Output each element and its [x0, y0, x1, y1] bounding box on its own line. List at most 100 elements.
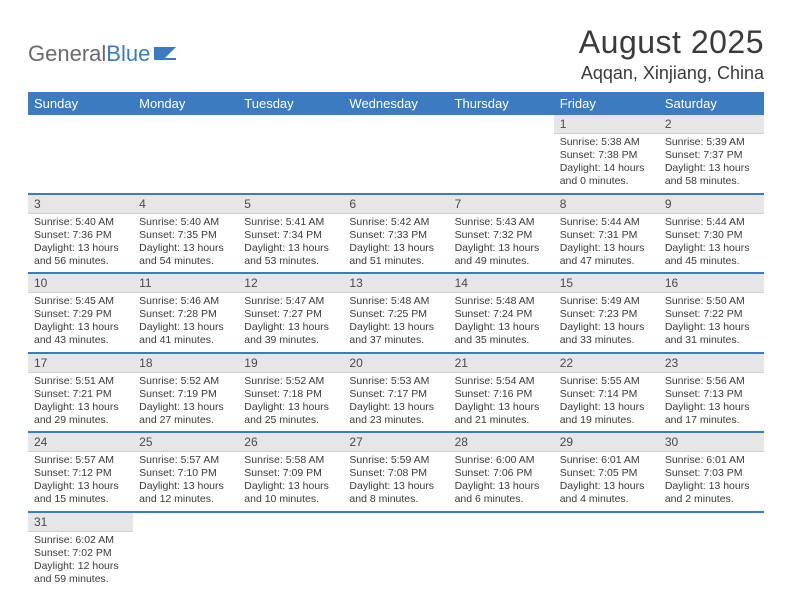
day-details: Sunrise: 5:47 AMSunset: 7:27 PMDaylight:…: [238, 293, 343, 352]
day-cell: 8Sunrise: 5:44 AMSunset: 7:31 PMDaylight…: [554, 194, 659, 274]
weekday-header: Saturday: [659, 92, 764, 115]
day-number: 11: [133, 274, 238, 293]
day-number: 31: [28, 513, 133, 532]
day-details: Sunrise: 5:55 AMSunset: 7:14 PMDaylight:…: [554, 373, 659, 432]
day-cell: ..: [28, 115, 133, 194]
day-number: 28: [449, 433, 554, 452]
logo-flag-icon: [154, 45, 178, 61]
day-number: 13: [343, 274, 448, 293]
day-number: 25: [133, 433, 238, 452]
day-details: Sunrise: 5:44 AMSunset: 7:30 PMDaylight:…: [659, 214, 764, 273]
day-details: Sunrise: 5:38 AMSunset: 7:38 PMDaylight:…: [554, 134, 659, 193]
day-cell: 30Sunrise: 6:01 AMSunset: 7:03 PMDayligh…: [659, 432, 764, 512]
day-details: Sunrise: 5:56 AMSunset: 7:13 PMDaylight:…: [659, 373, 764, 432]
day-cell: 24Sunrise: 5:57 AMSunset: 7:12 PMDayligh…: [28, 432, 133, 512]
location-text: Aqqan, Xinjiang, China: [579, 63, 764, 84]
day-details: Sunrise: 5:40 AMSunset: 7:36 PMDaylight:…: [28, 214, 133, 273]
header: GeneralBlue August 2025 Aqqan, Xinjiang,…: [28, 24, 764, 84]
logo-text-2: Blue: [106, 41, 150, 67]
day-cell: 25Sunrise: 5:57 AMSunset: 7:10 PMDayligh…: [133, 432, 238, 512]
day-number: 7: [449, 195, 554, 214]
day-cell: ..: [554, 512, 659, 591]
week-row: ..........1Sunrise: 5:38 AMSunset: 7:38 …: [28, 115, 764, 194]
day-number: 22: [554, 354, 659, 373]
day-details: Sunrise: 5:50 AMSunset: 7:22 PMDaylight:…: [659, 293, 764, 352]
day-details: Sunrise: 5:54 AMSunset: 7:16 PMDaylight:…: [449, 373, 554, 432]
day-details: Sunrise: 5:39 AMSunset: 7:37 PMDaylight:…: [659, 134, 764, 193]
day-details: Sunrise: 5:57 AMSunset: 7:10 PMDaylight:…: [133, 452, 238, 511]
day-details: Sunrise: 5:52 AMSunset: 7:18 PMDaylight:…: [238, 373, 343, 432]
day-number: 16: [659, 274, 764, 293]
day-details: Sunrise: 5:48 AMSunset: 7:24 PMDaylight:…: [449, 293, 554, 352]
day-details: Sunrise: 5:40 AMSunset: 7:35 PMDaylight:…: [133, 214, 238, 273]
day-cell: 20Sunrise: 5:53 AMSunset: 7:17 PMDayligh…: [343, 353, 448, 433]
day-number: 14: [449, 274, 554, 293]
day-cell: ..: [343, 115, 448, 194]
weekday-header: Tuesday: [238, 92, 343, 115]
day-number: 26: [238, 433, 343, 452]
day-cell: 3Sunrise: 5:40 AMSunset: 7:36 PMDaylight…: [28, 194, 133, 274]
day-details: Sunrise: 5:51 AMSunset: 7:21 PMDaylight:…: [28, 373, 133, 432]
day-cell: 26Sunrise: 5:58 AMSunset: 7:09 PMDayligh…: [238, 432, 343, 512]
day-cell: 13Sunrise: 5:48 AMSunset: 7:25 PMDayligh…: [343, 273, 448, 353]
day-details: Sunrise: 6:01 AMSunset: 7:05 PMDaylight:…: [554, 452, 659, 511]
day-cell: 1Sunrise: 5:38 AMSunset: 7:38 PMDaylight…: [554, 115, 659, 194]
day-details: Sunrise: 5:52 AMSunset: 7:19 PMDaylight:…: [133, 373, 238, 432]
day-number: 10: [28, 274, 133, 293]
day-cell: 2Sunrise: 5:39 AMSunset: 7:37 PMDaylight…: [659, 115, 764, 194]
day-cell: 21Sunrise: 5:54 AMSunset: 7:16 PMDayligh…: [449, 353, 554, 433]
day-number: 12: [238, 274, 343, 293]
title-block: August 2025 Aqqan, Xinjiang, China: [579, 24, 764, 84]
day-cell: 10Sunrise: 5:45 AMSunset: 7:29 PMDayligh…: [28, 273, 133, 353]
day-cell: ..: [133, 512, 238, 591]
day-details: Sunrise: 6:01 AMSunset: 7:03 PMDaylight:…: [659, 452, 764, 511]
day-details: Sunrise: 6:00 AMSunset: 7:06 PMDaylight:…: [449, 452, 554, 511]
day-details: Sunrise: 5:45 AMSunset: 7:29 PMDaylight:…: [28, 293, 133, 352]
day-cell: 22Sunrise: 5:55 AMSunset: 7:14 PMDayligh…: [554, 353, 659, 433]
calendar-table: Sunday Monday Tuesday Wednesday Thursday…: [28, 92, 764, 590]
day-cell: 16Sunrise: 5:50 AMSunset: 7:22 PMDayligh…: [659, 273, 764, 353]
day-number: 8: [554, 195, 659, 214]
day-number: 18: [133, 354, 238, 373]
day-cell: 27Sunrise: 5:59 AMSunset: 7:08 PMDayligh…: [343, 432, 448, 512]
day-cell: 5Sunrise: 5:41 AMSunset: 7:34 PMDaylight…: [238, 194, 343, 274]
day-cell: 7Sunrise: 5:43 AMSunset: 7:32 PMDaylight…: [449, 194, 554, 274]
day-details: Sunrise: 5:46 AMSunset: 7:28 PMDaylight:…: [133, 293, 238, 352]
day-cell: 28Sunrise: 6:00 AMSunset: 7:06 PMDayligh…: [449, 432, 554, 512]
week-row: 10Sunrise: 5:45 AMSunset: 7:29 PMDayligh…: [28, 273, 764, 353]
week-row: 31Sunrise: 6:02 AMSunset: 7:02 PMDayligh…: [28, 512, 764, 591]
day-details: Sunrise: 5:53 AMSunset: 7:17 PMDaylight:…: [343, 373, 448, 432]
day-cell: 14Sunrise: 5:48 AMSunset: 7:24 PMDayligh…: [449, 273, 554, 353]
weekday-header: Wednesday: [343, 92, 448, 115]
weekday-header: Sunday: [28, 92, 133, 115]
day-number: 17: [28, 354, 133, 373]
day-details: Sunrise: 5:41 AMSunset: 7:34 PMDaylight:…: [238, 214, 343, 273]
day-cell: 9Sunrise: 5:44 AMSunset: 7:30 PMDaylight…: [659, 194, 764, 274]
day-number: 20: [343, 354, 448, 373]
day-cell: ..: [343, 512, 448, 591]
month-title: August 2025: [579, 24, 764, 61]
day-number: 30: [659, 433, 764, 452]
day-number: 3: [28, 195, 133, 214]
day-cell: 11Sunrise: 5:46 AMSunset: 7:28 PMDayligh…: [133, 273, 238, 353]
day-number: 29: [554, 433, 659, 452]
day-number: 21: [449, 354, 554, 373]
day-number: 24: [28, 433, 133, 452]
day-cell: ..: [449, 115, 554, 194]
weekday-header: Monday: [133, 92, 238, 115]
day-number: 9: [659, 195, 764, 214]
day-number: 5: [238, 195, 343, 214]
day-details: Sunrise: 5:43 AMSunset: 7:32 PMDaylight:…: [449, 214, 554, 273]
day-cell: 6Sunrise: 5:42 AMSunset: 7:33 PMDaylight…: [343, 194, 448, 274]
day-details: Sunrise: 5:48 AMSunset: 7:25 PMDaylight:…: [343, 293, 448, 352]
day-details: Sunrise: 5:49 AMSunset: 7:23 PMDaylight:…: [554, 293, 659, 352]
day-cell: 31Sunrise: 6:02 AMSunset: 7:02 PMDayligh…: [28, 512, 133, 591]
weekday-header: Thursday: [449, 92, 554, 115]
week-row: 17Sunrise: 5:51 AMSunset: 7:21 PMDayligh…: [28, 353, 764, 433]
day-cell: ..: [238, 115, 343, 194]
day-cell: ..: [133, 115, 238, 194]
day-details: Sunrise: 6:02 AMSunset: 7:02 PMDaylight:…: [28, 532, 133, 591]
weekday-header: Friday: [554, 92, 659, 115]
day-cell: ..: [449, 512, 554, 591]
day-number: 2: [659, 115, 764, 134]
